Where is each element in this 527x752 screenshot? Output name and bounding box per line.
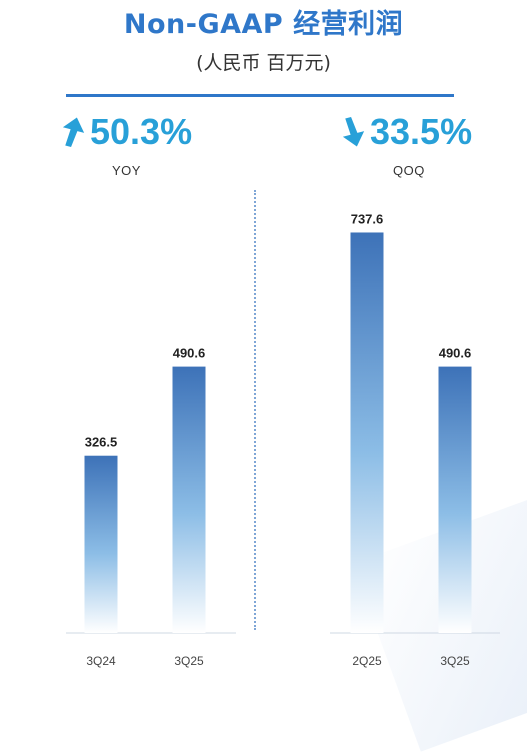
bar-3q24 xyxy=(84,455,118,633)
x-tick-label: 2Q25 xyxy=(352,654,382,668)
yoy-metric: 50.3% xyxy=(60,114,192,150)
yoy-label: YOY xyxy=(112,163,141,178)
data-label: 490.6 xyxy=(439,346,472,361)
data-label: 490.6 xyxy=(173,346,206,361)
qoq-metric: 33.5% xyxy=(340,114,472,150)
qoq-value: 33.5% xyxy=(370,111,473,152)
data-label: 737.6 xyxy=(351,211,384,226)
x-tick-label: 3Q25 xyxy=(440,654,470,668)
page-title: Non-GAAP 经营利润 xyxy=(123,9,404,40)
page-subtitle: (人民币 百万元) xyxy=(196,52,331,74)
bar-3q25 xyxy=(438,366,472,633)
bar-charts: 326.5 3Q24 490.6 3Q25 737.6 2Q25 490.6 3Q25 xyxy=(66,211,500,668)
qoq-label: QOQ xyxy=(393,163,425,178)
chart-divider xyxy=(254,190,256,630)
arrow-up-icon xyxy=(62,117,85,148)
bar-3q25 xyxy=(172,366,206,633)
bar-2q25 xyxy=(350,232,384,633)
header-rule xyxy=(66,94,454,97)
x-tick-label: 3Q25 xyxy=(174,654,204,668)
yoy-value: 50.3% xyxy=(90,111,193,152)
x-tick-label: 3Q24 xyxy=(86,654,116,668)
arrow-down-icon xyxy=(342,116,365,147)
data-label: 326.5 xyxy=(85,435,118,450)
